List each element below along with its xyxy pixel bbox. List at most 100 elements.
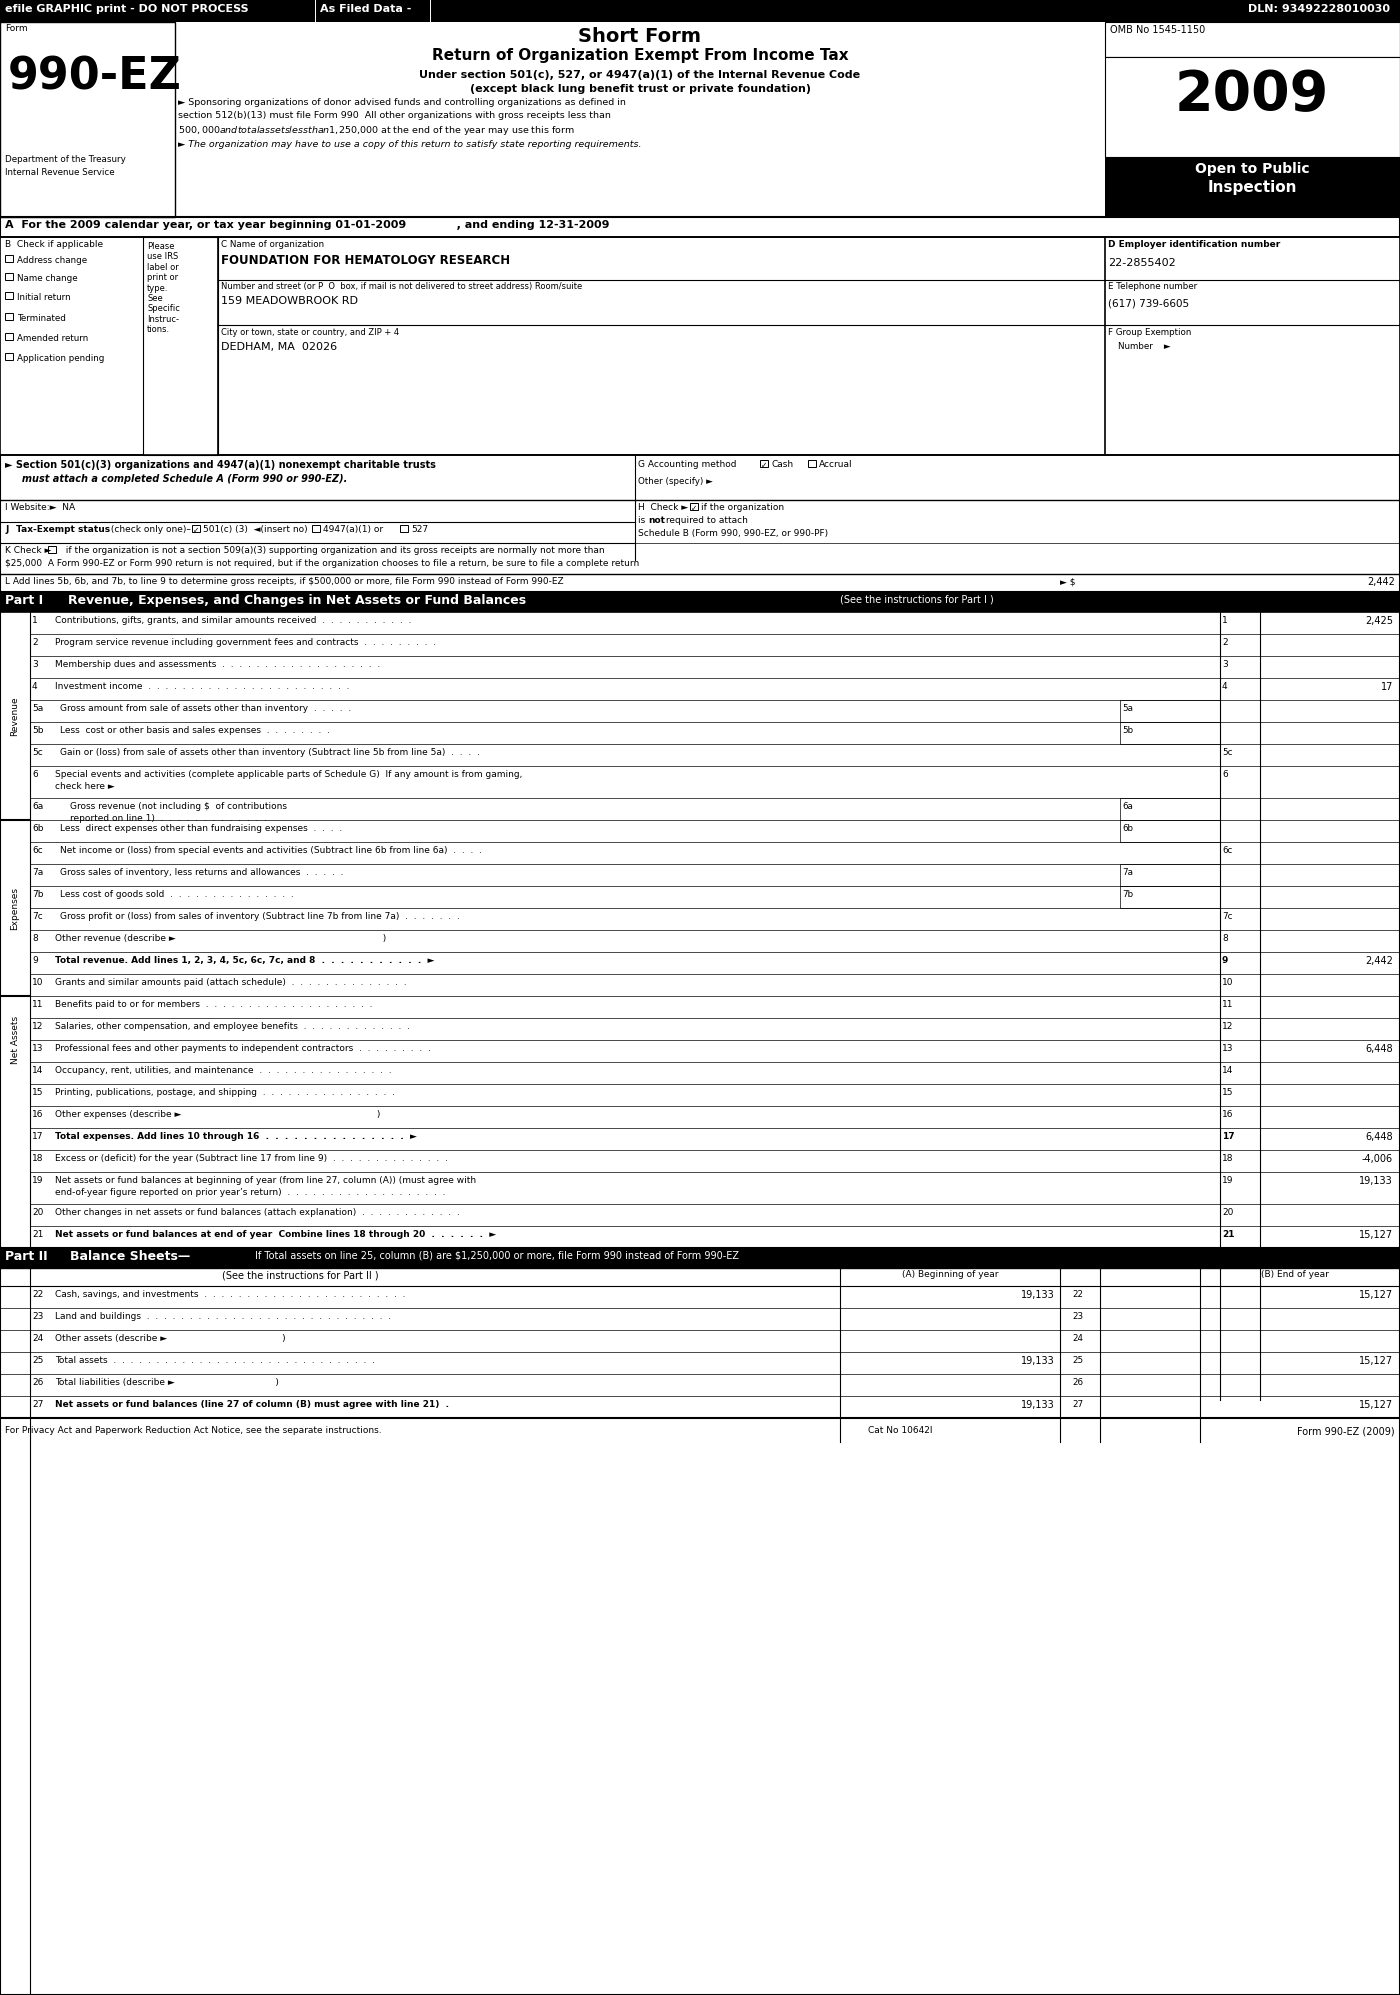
Text: 11: 11	[1222, 999, 1233, 1009]
Bar	[690, 503, 699, 511]
Text: 19,133: 19,133	[1021, 1400, 1056, 1410]
Text: ► The organization may have to use a copy of this return to satisfy state report: ► The organization may have to use a cop…	[178, 140, 641, 150]
Bar	[1120, 722, 1219, 744]
Text: Other changes in net assets or fund balances (attach explanation)  .  .  .  .  .: Other changes in net assets or fund bala…	[55, 1209, 459, 1217]
Text: Printing, publications, postage, and shipping  .  .  .  .  .  .  .  .  .  .  .  : Printing, publications, postage, and shi…	[55, 1087, 395, 1097]
Text: Form: Form	[6, 24, 28, 34]
Text: Under section 501(c), 527, or 4947(a)(1) of the Internal Revenue Code: Under section 501(c), 527, or 4947(a)(1)…	[420, 70, 861, 80]
Text: 13: 13	[32, 1043, 43, 1053]
Text: ✓: ✓	[690, 505, 697, 513]
Text: 8: 8	[32, 934, 38, 944]
Text: 6c: 6c	[32, 846, 43, 856]
Text: not: not	[648, 517, 665, 525]
Text: 1: 1	[1222, 616, 1228, 624]
Text: 21: 21	[32, 1231, 43, 1239]
Text: 17: 17	[32, 1131, 43, 1141]
Text: 2,442: 2,442	[1368, 577, 1394, 587]
Text: F Group Exemption: F Group Exemption	[1107, 327, 1191, 337]
Text: 5c: 5c	[32, 748, 43, 756]
Text: 19,133: 19,133	[1359, 1175, 1393, 1185]
Text: 22: 22	[32, 1291, 43, 1299]
Text: Balance Sheets—: Balance Sheets—	[70, 1251, 190, 1263]
Bar	[0, 0, 1400, 22]
Text: H  Check ►: H Check ►	[638, 503, 689, 513]
Text: Cash: Cash	[771, 461, 794, 469]
Text: Gross profit or (loss) from sales of inventory (Subtract line 7b from line 7a)  : Gross profit or (loss) from sales of inv…	[60, 912, 459, 922]
Text: Accrual: Accrual	[819, 461, 853, 469]
Text: 23: 23	[32, 1313, 43, 1321]
Text: Program service revenue including government fees and contracts  .  .  .  .  .  : Program service revenue including govern…	[55, 638, 437, 646]
Text: Total liabilities (describe ►                                   ): Total liabilities (describe ► )	[55, 1379, 279, 1387]
Text: 15,127: 15,127	[1359, 1291, 1393, 1301]
Text: 6b: 6b	[1121, 824, 1133, 834]
Text: 20: 20	[32, 1209, 43, 1217]
Text: 18: 18	[32, 1153, 43, 1163]
Text: 15,127: 15,127	[1359, 1357, 1393, 1367]
Bar	[48, 547, 56, 553]
Text: If Total assets on line 25, column (B) are $1,250,000 or more, file Form 990 ins: If Total assets on line 25, column (B) a…	[255, 1251, 739, 1261]
Text: 22: 22	[1072, 1291, 1084, 1299]
Text: 15: 15	[1222, 1087, 1233, 1097]
Text: Net assets or fund balances at beginning of year (from line 27, column (A)) (mus: Net assets or fund balances at beginning…	[55, 1175, 476, 1185]
Text: K Check ►     if the organization is not a section 509(a)(3) supporting organiza: K Check ► if the organization is not a s…	[6, 547, 605, 555]
Bar	[1120, 864, 1219, 886]
Bar	[312, 525, 321, 533]
Text: must attach a completed Schedule A (Form 990 or 990-EZ).: must attach a completed Schedule A (Form…	[6, 475, 347, 485]
Text: Gain or (loss) from sale of assets other than inventory (Subtract line 5b from l: Gain or (loss) from sale of assets other…	[60, 748, 480, 756]
Text: 990-EZ: 990-EZ	[8, 56, 182, 98]
Text: Department of the Treasury: Department of the Treasury	[6, 156, 126, 164]
Text: (B) End of year: (B) End of year	[1261, 1271, 1329, 1279]
Text: check here ►: check here ►	[55, 782, 115, 790]
Bar	[143, 237, 218, 455]
Bar	[1105, 58, 1400, 158]
Text: I Website:►  NA: I Website:► NA	[6, 503, 76, 513]
Text: Number and street (or P  O  box, if mail is not delivered to street address) Roo: Number and street (or P O box, if mail i…	[221, 281, 582, 291]
Text: Expenses: Expenses	[11, 886, 20, 930]
Bar	[6, 333, 13, 339]
Text: 1: 1	[32, 616, 38, 624]
Text: 25: 25	[32, 1357, 43, 1365]
Text: end-of-year figure reported on prior year’s return)  .  .  .  .  .  .  .  .  .  : end-of-year figure reported on prior yea…	[55, 1187, 445, 1197]
Text: 19: 19	[32, 1175, 43, 1185]
Text: 5c: 5c	[1222, 748, 1232, 756]
Text: Gross amount from sale of assets other than inventory  .  .  .  .  .: Gross amount from sale of assets other t…	[60, 704, 351, 712]
Text: DLN: 93492228010030: DLN: 93492228010030	[1247, 4, 1390, 14]
Text: 14: 14	[1222, 1065, 1233, 1075]
Text: Cash, savings, and investments  .  .  .  .  .  .  .  .  .  .  .  .  .  .  .  .  : Cash, savings, and investments . . . . .…	[55, 1291, 406, 1299]
Bar	[1120, 700, 1219, 722]
Text: 12: 12	[32, 1021, 43, 1031]
Text: is: is	[638, 517, 648, 525]
Text: 24: 24	[1072, 1335, 1084, 1343]
Text: Amended return: Amended return	[17, 333, 88, 343]
Text: 3: 3	[1222, 660, 1228, 668]
Bar	[808, 461, 816, 467]
Text: 5b: 5b	[1121, 726, 1133, 734]
Text: 15,127: 15,127	[1359, 1400, 1393, 1410]
Bar	[6, 291, 13, 299]
Text: Address change: Address change	[17, 255, 87, 265]
Text: 7b: 7b	[32, 890, 43, 900]
Bar	[400, 525, 407, 533]
Text: (except black lung benefit trust or private foundation): (except black lung benefit trust or priv…	[469, 84, 811, 94]
Text: 5b: 5b	[32, 726, 43, 734]
Text: if the organization: if the organization	[701, 503, 784, 513]
Text: Part II: Part II	[6, 1251, 48, 1263]
Bar	[6, 313, 13, 319]
Text: 2: 2	[1222, 638, 1228, 646]
Text: Number    ►: Number ►	[1119, 341, 1170, 351]
Text: Gross revenue (not including $  of contributions: Gross revenue (not including $ of contri…	[70, 802, 287, 812]
Bar	[1105, 22, 1400, 58]
Text: Membership dues and assessments  .  .  .  .  .  .  .  .  .  .  .  .  .  .  .  . : Membership dues and assessments . . . . …	[55, 660, 381, 668]
Text: 6: 6	[1222, 770, 1228, 778]
Text: Form 990-EZ (2009): Form 990-EZ (2009)	[1298, 1426, 1394, 1436]
Text: Other assets (describe ►                                        ): Other assets (describe ► )	[55, 1335, 286, 1343]
Text: Grants and similar amounts paid (attach schedule)  .  .  .  .  .  .  .  .  .  . : Grants and similar amounts paid (attach …	[55, 978, 406, 988]
Text: 7a: 7a	[1121, 868, 1133, 878]
Text: Schedule B (Form 990, 990-EZ, or 990-PF): Schedule B (Form 990, 990-EZ, or 990-PF)	[638, 529, 829, 539]
Text: (617) 739-6605: (617) 739-6605	[1107, 297, 1189, 307]
Text: A  For the 2009 calendar year, or tax year beginning 01-01-2009             , an: A For the 2009 calendar year, or tax yea…	[6, 219, 609, 229]
Text: reported on line 1)  .  .  .  .  .  .  .  .  .  .  .  .  .: reported on line 1) . . . . . . . . . . …	[70, 814, 267, 824]
Text: Inspection: Inspection	[1207, 180, 1296, 196]
Text: 2,425: 2,425	[1365, 616, 1393, 626]
Text: ► Sponsoring organizations of donor advised funds and controlling organizations : ► Sponsoring organizations of donor advi…	[178, 98, 626, 108]
